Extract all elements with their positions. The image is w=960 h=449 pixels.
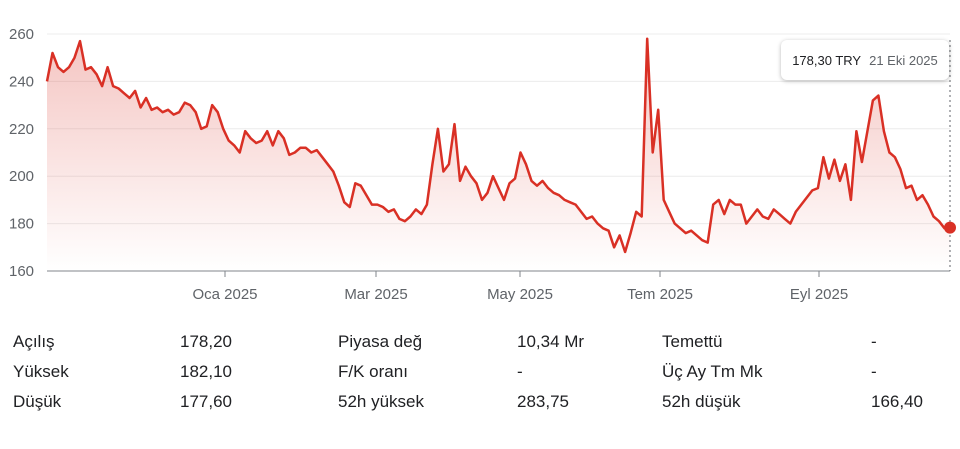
stats-row: Yüksek 182,10 F/K oranı - Üç Ay Tm Mk - [0,362,960,390]
price-line [45,37,950,254]
stat-value: 10,34 Mr [517,332,585,351]
x-tick-label: Mar 2025 [344,286,407,303]
price-tooltip: 178,30 TRY 21 Eki 2025 [781,40,949,80]
stat-value: 166,40 [871,392,923,411]
stats-row: Düşük 177,60 52h yüksek 283,75 52h düşük… [0,392,960,420]
stat-label: Temettü [662,332,723,351]
stat-label: Açılış [13,332,55,351]
y-tick-label: 160 [9,263,34,280]
stat-value: 177,60 [180,392,232,411]
stat-value: 283,75 [517,392,569,411]
price-area-fill [47,38,950,272]
stat-label: Düşük [13,392,62,411]
stat-label: F/K oranı [338,362,408,381]
stat-value: - [871,362,877,381]
stat-label: 52h düşük [662,392,741,411]
y-axis: 160 180 200 220 240 260 [9,26,34,280]
stat-label: Yüksek [13,362,69,381]
x-tick-label: Oca 2025 [192,286,257,303]
y-tick-label: 180 [9,216,34,233]
stat-value: - [871,332,877,351]
tooltip-price: 178,30 TRY [792,52,862,68]
x-tick-label: Eyl 2025 [790,286,848,303]
x-axis: Oca 2025 Mar 2025 May 2025 Tem 2025 Eyl 2025 [47,270,950,303]
stat-value: - [517,362,523,381]
y-tick-label: 260 [9,26,34,43]
x-tick-label: May 2025 [487,286,553,303]
price-chart[interactable]: 160 180 200 220 240 260 Oca 2025 Mar 2025 May 2… [0,0,960,320]
tooltip-date: 21 Eki 2025 [869,52,938,68]
y-tick-label: 220 [9,121,34,138]
stat-label: Piyasa değ [338,332,423,351]
y-tick-label: 200 [9,168,34,185]
stat-label: Üç Ay Tm Mk [662,362,763,381]
stats-row: Açılış 178,20 Piyasa değ 10,34 Mr Temett… [0,332,960,360]
stat-label: 52h yüksek [338,392,424,411]
stat-value: 178,20 [180,332,232,351]
y-tick-label: 240 [9,73,34,90]
stat-value: 182,10 [180,362,232,381]
current-price-dot [944,221,956,234]
x-tick-label: Tem 2025 [627,286,693,303]
